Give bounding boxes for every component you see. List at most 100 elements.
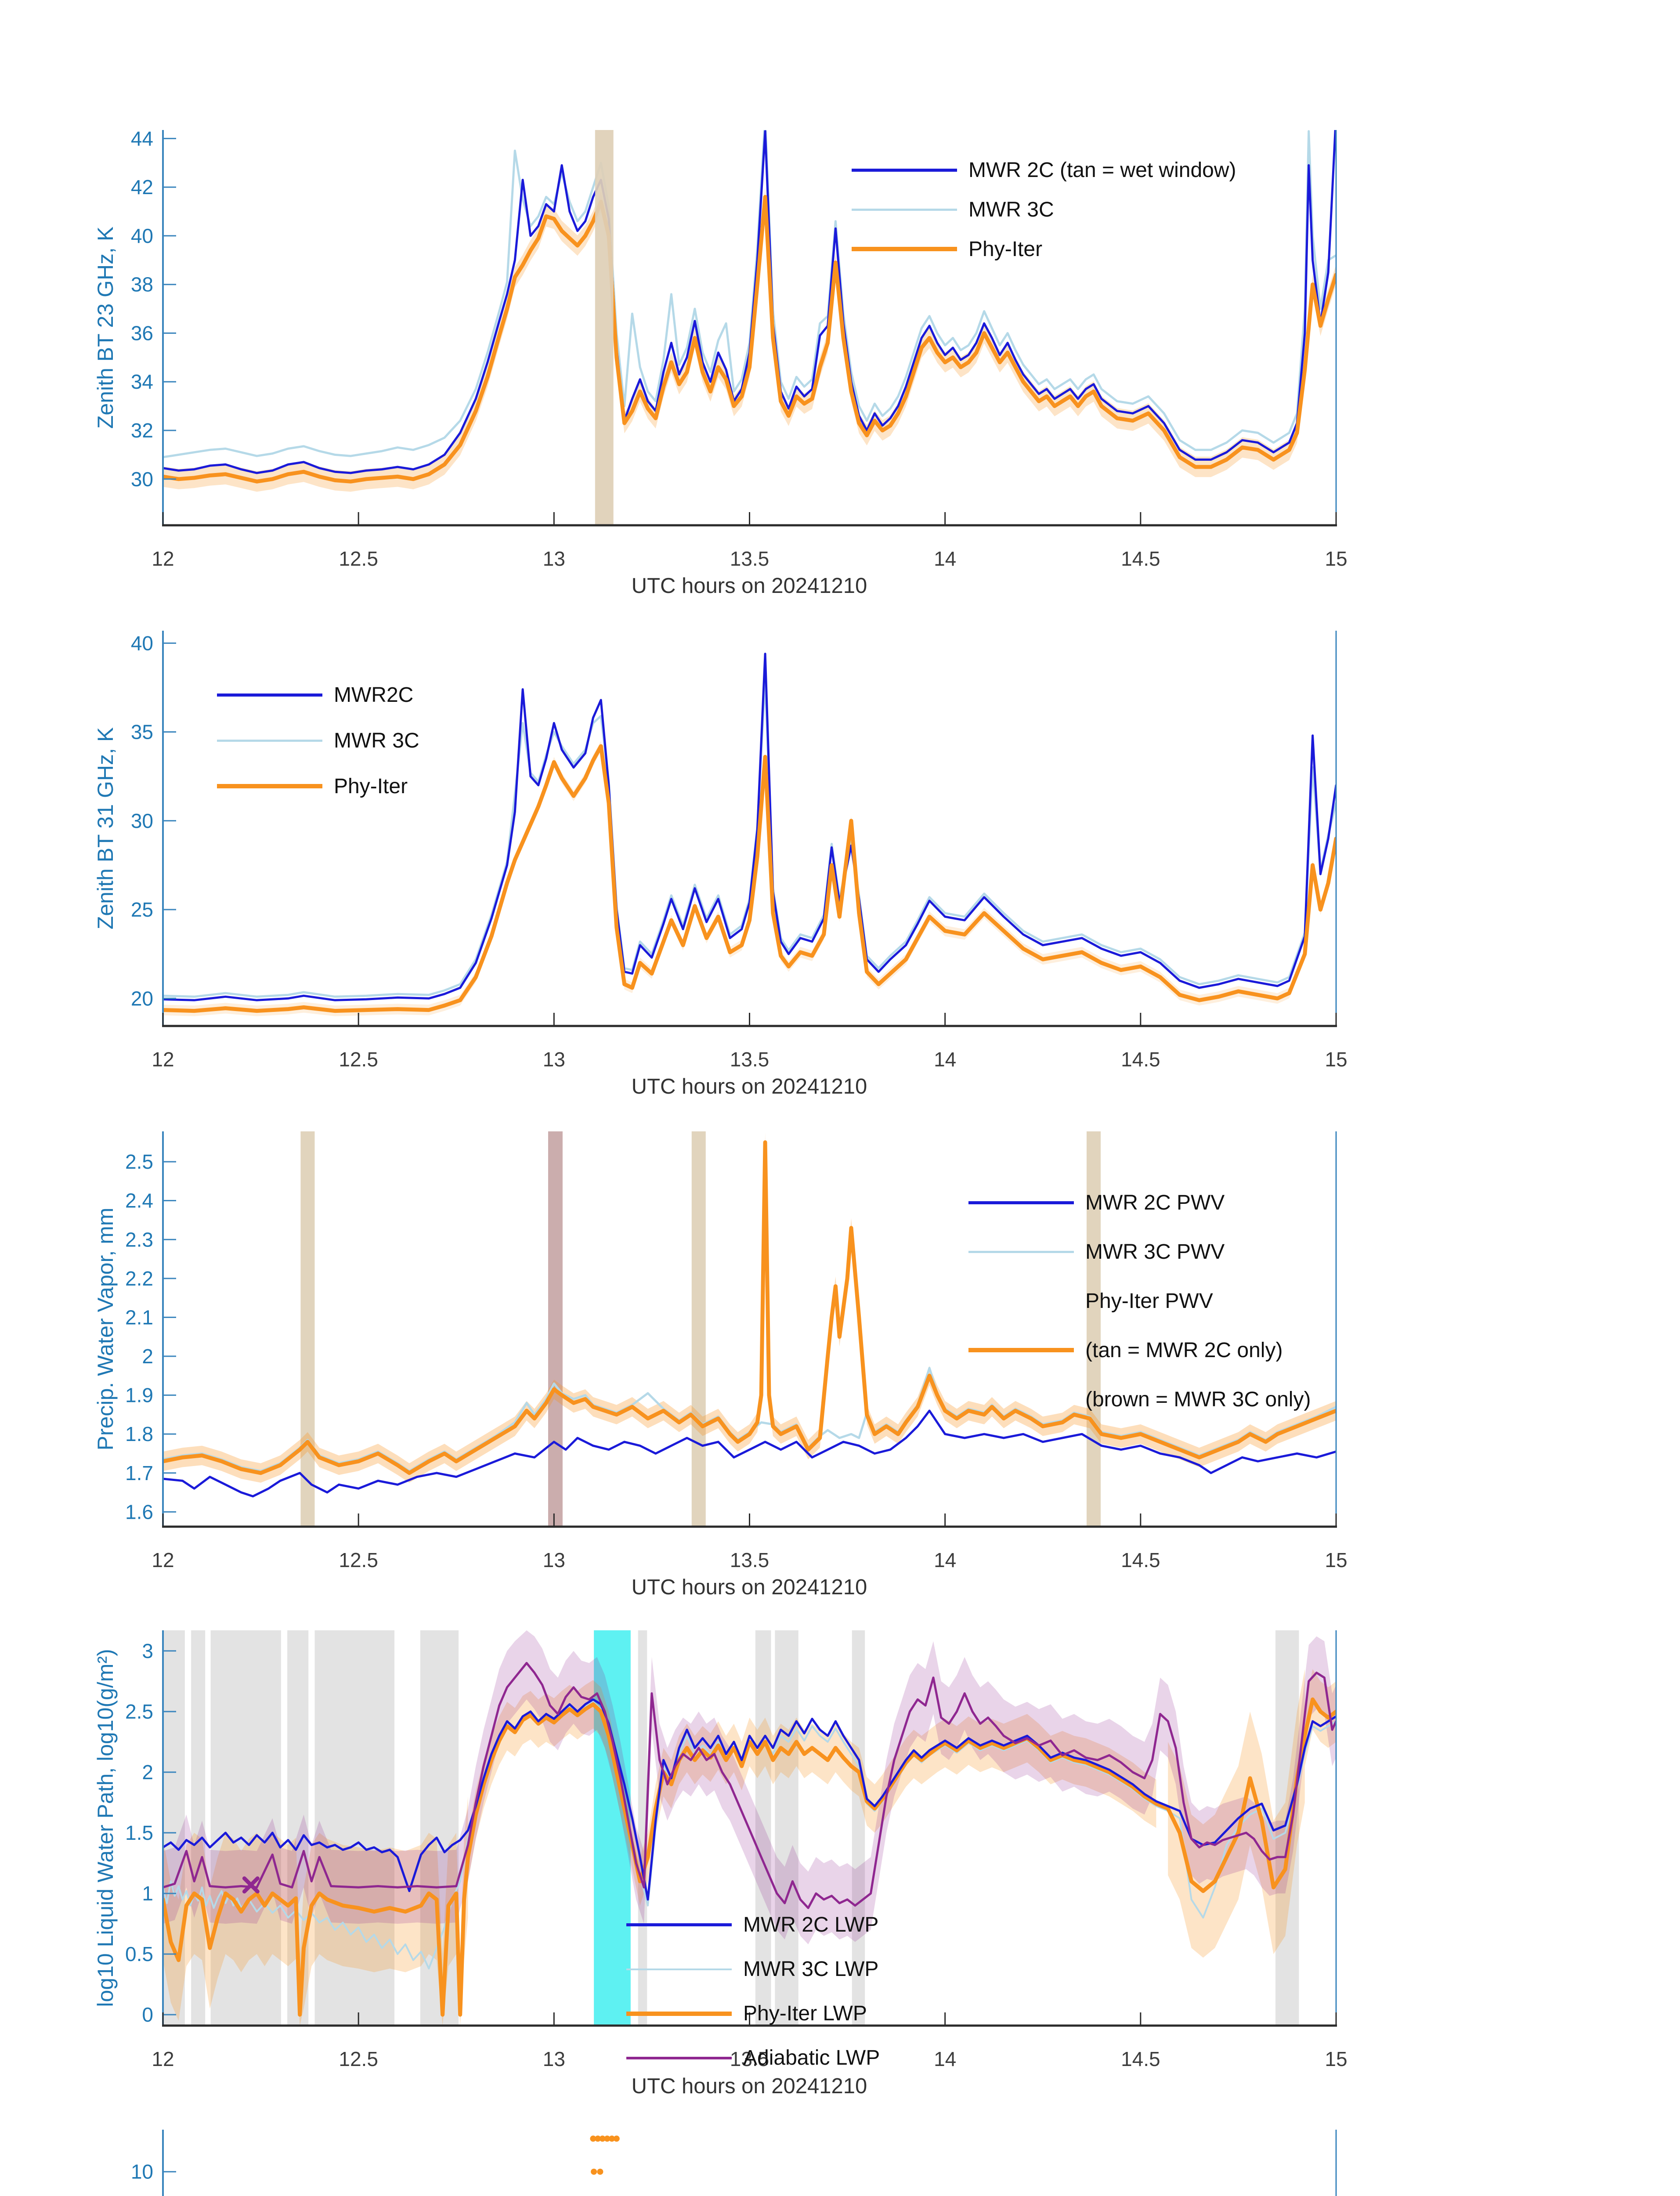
legend-label: MWR 2C PWV bbox=[1085, 1191, 1225, 1214]
x-tick-label: 13 bbox=[543, 1048, 565, 1071]
y-tick-label: 1.9 bbox=[125, 1384, 153, 1407]
y-tick-label: 38 bbox=[131, 273, 153, 296]
brown-highlight-band bbox=[548, 1131, 563, 1527]
legend-item: MWR 3C bbox=[217, 718, 419, 763]
xlabel-lwp: UTC hours on 20241210 bbox=[631, 2074, 867, 2098]
legend-label: MWR 2C (tan = wet window) bbox=[968, 158, 1236, 182]
x-tick-label: 14 bbox=[934, 1549, 956, 1571]
y-tick-label: 40 bbox=[131, 632, 153, 654]
x-tick-label: 12.5 bbox=[339, 1549, 378, 1571]
x-tick-label: 12.5 bbox=[339, 2048, 378, 2070]
gray_band-highlight-band bbox=[852, 1630, 865, 2026]
legend-label: Adiabatic LWP bbox=[743, 2046, 880, 2070]
y-tick-label: 2.2 bbox=[125, 1267, 153, 1290]
flag-dot-11 bbox=[590, 2135, 596, 2142]
series-phy-iter-lwp bbox=[163, 1697, 1336, 2017]
x-tick-label: 13.5 bbox=[730, 1549, 770, 1571]
legend-item: MWR 3C bbox=[852, 190, 1236, 229]
x-tick-label: 13 bbox=[543, 547, 565, 570]
legend-label: MWR 3C LWP bbox=[743, 1958, 879, 1981]
legend-label: MWR 3C bbox=[968, 198, 1054, 221]
tan-highlight-band bbox=[1086, 1131, 1101, 1527]
y-tick-label: 35 bbox=[131, 721, 153, 744]
legend-label: MWR 3C PWV bbox=[1085, 1240, 1225, 1264]
y-tick-label: 30 bbox=[131, 809, 153, 832]
ylabel-bt23: Zenith BT 23 GHz, K bbox=[93, 226, 118, 429]
legend-line-swatch bbox=[852, 247, 957, 251]
x-tick-label: 13.5 bbox=[730, 1048, 770, 1071]
y-tick-label: 1.6 bbox=[125, 1500, 153, 1523]
x-marker bbox=[242, 1876, 260, 1894]
phy-iter-lwp-envelope bbox=[468, 1680, 1156, 1906]
gray_band-highlight-band bbox=[775, 1630, 798, 2026]
y-tick-label: 25 bbox=[131, 898, 153, 921]
flag-dot-11 bbox=[604, 2135, 611, 2142]
gray_band-highlight-band bbox=[638, 1630, 647, 2026]
x-tick-label: 15 bbox=[1325, 2048, 1347, 2070]
x-tick-label: 14.5 bbox=[1121, 547, 1160, 570]
series-mwr2c bbox=[163, 653, 1336, 1001]
pwv-plot: 1.6 1.7 1.8 1.9 2 2.1 2.2 2.3 2.4 2.5 12 12.5 13 13.5… bbox=[125, 1131, 1348, 1571]
flag-dot-10 bbox=[597, 2168, 603, 2175]
legend-item: MWR2C bbox=[217, 672, 419, 718]
legend-line-swatch bbox=[626, 2011, 732, 2016]
legend-line-swatch bbox=[968, 1348, 1074, 1352]
tan-highlight-band bbox=[595, 130, 614, 525]
legend-label: Phy-Iter PWV bbox=[1085, 1289, 1213, 1313]
y-tick-label: 36 bbox=[131, 321, 153, 344]
legend-label: Phy-Iter bbox=[334, 774, 408, 798]
series-adiabatic-lwp bbox=[163, 1662, 1336, 1909]
legend-item: MWR 2C LWP bbox=[626, 1903, 880, 1947]
y-tick-label: 10 bbox=[131, 2160, 153, 2183]
legend-item: Adiabatic LWP bbox=[626, 2036, 880, 2080]
x-tick-label: 14.5 bbox=[1121, 1549, 1160, 1571]
ylabel-pwv: Precip. Water Vapor, mm bbox=[93, 1207, 118, 1451]
legend-line-swatch bbox=[968, 1201, 1074, 1204]
y-tick-label: 1.8 bbox=[125, 1423, 153, 1445]
legend-line-swatch bbox=[852, 208, 957, 211]
x-tick-label: 14 bbox=[934, 1048, 956, 1071]
y-tick-label: 2.5 bbox=[125, 1150, 153, 1173]
legend-item: Phy-Iter bbox=[852, 229, 1236, 269]
legend-bt31: MWR2C MWR 3C Phy-Iter bbox=[217, 672, 419, 809]
gray_band-highlight-band bbox=[191, 1630, 206, 2026]
x-tick-label: 15 bbox=[1325, 1549, 1347, 1571]
phy-iter-lwp-envelope bbox=[1304, 1669, 1336, 1766]
legend-item: Phy-Iter PWV bbox=[968, 1276, 1311, 1326]
flag-dot-10 bbox=[591, 2168, 597, 2175]
x-tick-label: 14 bbox=[934, 547, 956, 570]
y-tick-label: 2.3 bbox=[125, 1228, 153, 1251]
legend-item: Phy-Iter LWP bbox=[626, 1991, 880, 2036]
x-tick-label: 12 bbox=[152, 547, 174, 570]
series-phy-iter bbox=[163, 195, 1336, 484]
flag-dot-11 bbox=[595, 2135, 601, 2142]
legend-item: MWR 2C PWV bbox=[968, 1178, 1311, 1227]
flag-dot-11 bbox=[609, 2135, 615, 2142]
y-tick-label: 0.5 bbox=[125, 1943, 153, 1965]
legend-line-swatch bbox=[968, 1250, 1074, 1253]
y-tick-label: 30 bbox=[131, 468, 153, 491]
y-tick-label: 1.7 bbox=[125, 1462, 153, 1484]
legend-label: (brown = MWR 3C only) bbox=[1085, 1387, 1311, 1411]
y-tick-label: 20 bbox=[131, 987, 153, 1010]
legend-line-swatch bbox=[626, 1968, 732, 1970]
tan-highlight-band bbox=[300, 1131, 315, 1527]
phy-iter-lwp-envelope bbox=[163, 1796, 468, 2026]
gray_band-highlight-band bbox=[210, 1630, 281, 2026]
legend-label: Phy-Iter LWP bbox=[743, 2002, 867, 2025]
x-tick-label: 13.5 bbox=[730, 2048, 770, 2070]
legend-pwv: MWR 2C PWV MWR 3C PWV Phy-Iter PWV (tan … bbox=[968, 1178, 1311, 1424]
legend-bt23: MWR 2C (tan = wet window) MWR 3C Phy-Ite… bbox=[852, 150, 1236, 269]
lwp-plot-area bbox=[163, 1630, 1336, 2026]
x-tick-label: 13 bbox=[543, 2048, 565, 2070]
series-mwr-2c bbox=[163, 130, 1336, 474]
xlabel-bt23: UTC hours on 20241210 bbox=[631, 574, 867, 598]
x-tick-label: 12.5 bbox=[339, 547, 378, 570]
y-tick-label: 34 bbox=[131, 370, 153, 393]
y-tick-label: 2.4 bbox=[125, 1189, 153, 1212]
legend-line-swatch bbox=[626, 1923, 732, 1926]
cyan-highlight-band bbox=[594, 1630, 631, 2026]
dq-flag-plot-area bbox=[590, 2135, 620, 2175]
